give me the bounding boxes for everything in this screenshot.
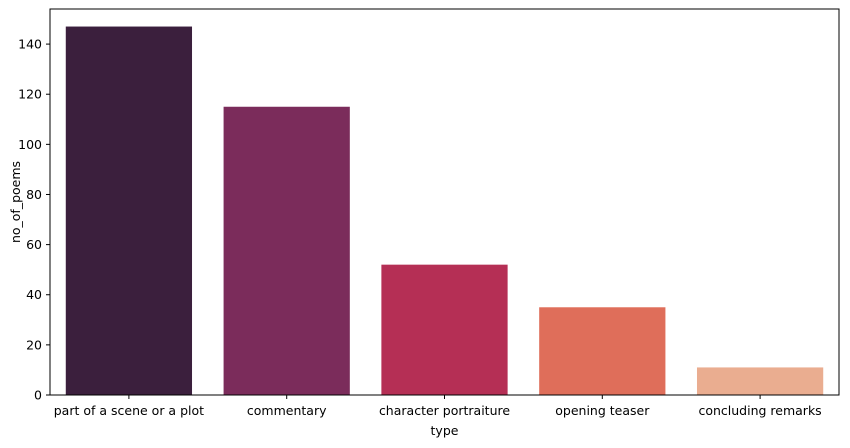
bar-3 — [381, 264, 508, 395]
y-tick-label: 20 — [26, 337, 42, 352]
y-axis-ticks: 0 20 40 60 80 100 120 140 — [18, 37, 50, 403]
y-tick-label: 60 — [26, 237, 42, 252]
x-axis-label: type — [431, 423, 459, 438]
y-tick-label: 40 — [26, 287, 42, 302]
y-tick-label: 120 — [18, 87, 42, 102]
x-tick-label: character portraiture — [379, 403, 510, 418]
plot-frame — [49, 8, 840, 396]
x-tick-label: opening teaser — [555, 403, 650, 418]
bars-group — [65, 26, 824, 396]
x-tick-label: concluding remarks — [698, 403, 821, 418]
y-tick-label: 0 — [34, 388, 42, 403]
y-tick-label: 100 — [18, 137, 42, 152]
x-tick-label: part of a scene or a plot — [54, 403, 204, 418]
y-tick-label: 80 — [26, 187, 42, 202]
y-tick-label: 140 — [18, 37, 42, 52]
bar-5 — [696, 367, 824, 395]
bar-1 — [65, 26, 193, 396]
bar-2 — [223, 106, 350, 396]
y-axis-label: no_of_poems — [8, 161, 23, 243]
x-tick-label: commentary — [247, 403, 327, 418]
x-axis-ticks: part of a scene or a plot commentary chara… — [54, 395, 822, 418]
bar-4 — [539, 307, 666, 395]
